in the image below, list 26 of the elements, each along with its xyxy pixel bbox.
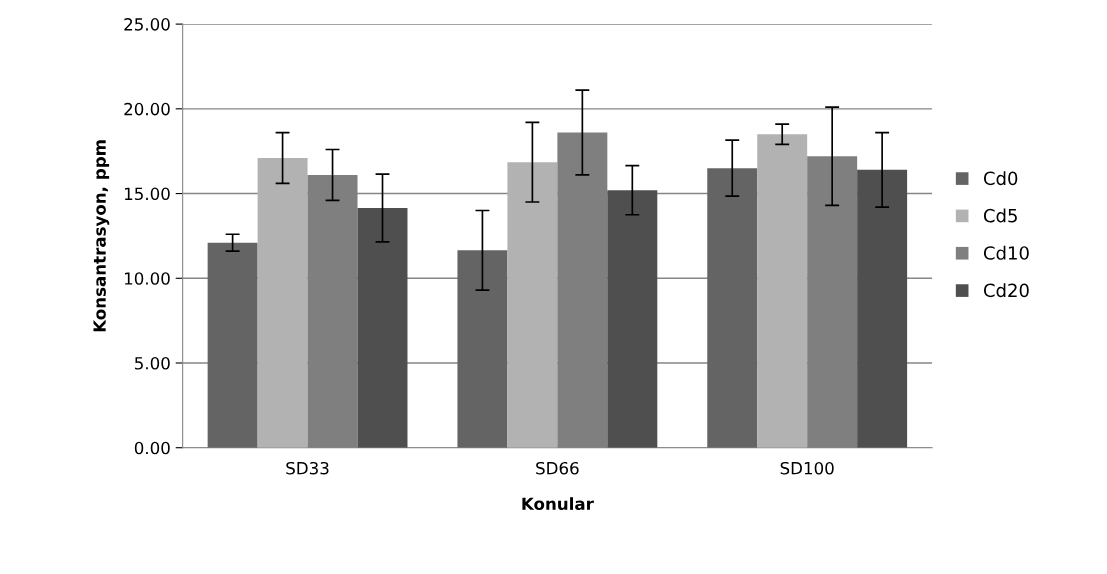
y-axis-title: Konsantrasyon, ppm	[93, 140, 110, 332]
bar	[557, 132, 608, 448]
bar	[757, 134, 808, 448]
bar	[207, 242, 258, 448]
x-tick-label: SD100	[780, 461, 834, 475]
legend-label: Cd10	[983, 245, 1029, 260]
legend-label: Cd20	[983, 283, 1029, 298]
x-tick-label: SD33	[286, 461, 329, 475]
y-tick-label: 25.00	[124, 18, 170, 31]
x-axis-title: Konular	[522, 497, 594, 511]
bar	[357, 207, 408, 448]
bar	[457, 250, 508, 448]
bar	[607, 190, 658, 448]
bar	[257, 157, 308, 448]
x-tick-label: SD66	[536, 461, 579, 475]
y-tick-label: 10.00	[124, 272, 170, 285]
bar	[707, 168, 758, 448]
y-tick-label: 15.00	[124, 187, 170, 201]
y-tick-label: 5.00	[135, 356, 170, 370]
y-tick-label: 0.00	[134, 441, 170, 455]
y-tick-label: 20.00	[124, 102, 170, 116]
bar	[507, 162, 558, 448]
legend-label: Cd0	[983, 171, 1018, 186]
bar	[807, 156, 858, 448]
legend-label: Cd5	[983, 208, 1017, 223]
bar	[857, 169, 908, 448]
